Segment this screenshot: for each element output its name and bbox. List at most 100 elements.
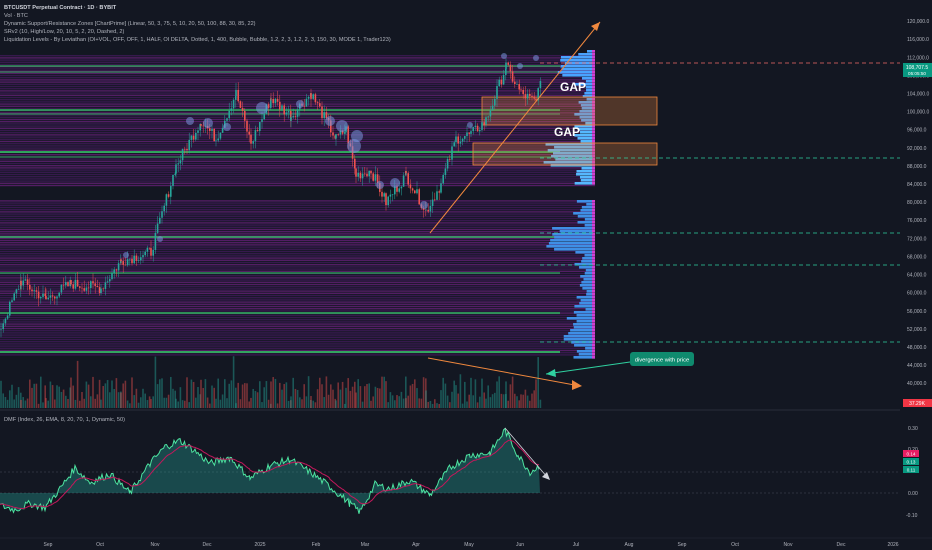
- volume-bar: [487, 385, 489, 408]
- volume-bar: [274, 378, 277, 408]
- volume-bar: [518, 400, 520, 408]
- profile-bar: [574, 344, 595, 347]
- profile-edge: [592, 251, 595, 254]
- candle-body: [398, 188, 400, 192]
- profile-bar: [584, 254, 595, 257]
- candle-body: [163, 205, 165, 212]
- profile-bar: [550, 239, 595, 242]
- candle-body: [47, 297, 49, 300]
- candle-body: [15, 289, 18, 294]
- profile-bar: [586, 203, 595, 206]
- liquidation-band: [0, 233, 595, 235]
- candle-body: [174, 173, 176, 175]
- profile-bar: [574, 113, 595, 116]
- profile-bar: [580, 299, 595, 302]
- volume-bar: [270, 403, 272, 408]
- candle-body: [6, 315, 9, 319]
- volume-bar: [539, 399, 542, 408]
- dmf-legend[interactable]: DMF (Index, 26, EMA, 8, 20, 70, 1, Dynam…: [4, 417, 125, 423]
- liquidation-band: [0, 202, 595, 204]
- candle-body: [305, 98, 308, 107]
- candle-body: [142, 255, 144, 258]
- profile-edge: [592, 131, 595, 134]
- liquidation-bubbles: [123, 53, 539, 258]
- indicator-legend-1[interactable]: Dynamic Support/Resistance Zones [ChartP…: [4, 21, 256, 27]
- volume-bar: [355, 392, 357, 408]
- volume-bar: [179, 387, 182, 408]
- volume-bar: [431, 403, 434, 408]
- candle-body: [197, 130, 199, 133]
- current-price: 108,707.5: [906, 65, 928, 71]
- profile-bar: [554, 236, 595, 239]
- candle-body: [505, 62, 507, 69]
- candle-body: [296, 109, 299, 117]
- volume-bar: [514, 393, 516, 408]
- candle-body: [20, 280, 22, 286]
- price-axis-label: 48,000.0: [907, 345, 927, 351]
- candle-body: [383, 193, 385, 197]
- candle-body: [405, 171, 407, 174]
- profile-edge: [592, 239, 595, 242]
- symbol-title[interactable]: BTCUSDT Perpetual Contract · 1D · BYBIT: [4, 5, 117, 11]
- volume-bar: [535, 379, 537, 408]
- liquidation-band: [0, 253, 595, 255]
- time-axis[interactable]: Sep Oct Nov Dec 2025 Feb Mar Apr May Jun Jul Aug Sep…: [0, 537, 932, 548]
- dmf-axis-label: -0.10: [906, 513, 918, 519]
- price-axis-label: 80,000.0: [907, 200, 927, 206]
- main-pane[interactable]: GAP GAP divergence with price: [0, 21, 900, 411]
- liquidation-band: [0, 92, 595, 94]
- profile-edge: [592, 215, 595, 218]
- note-connector-head: [546, 369, 556, 377]
- profile-edge: [592, 155, 595, 158]
- volume-bar: [184, 400, 186, 408]
- liquidation-band: [0, 77, 595, 79]
- indicator-legend-2[interactable]: SRv2 (10, High/Low, 20, 10, 5, 2, 20, Da…: [4, 29, 125, 35]
- volume-bar: [457, 393, 459, 408]
- profile-edge: [592, 50, 595, 53]
- profile-bar: [560, 56, 595, 59]
- profile-bar: [552, 233, 595, 236]
- profile-edge: [592, 107, 595, 110]
- candle-body: [539, 81, 542, 89]
- dmf-pane[interactable]: [0, 427, 900, 514]
- profile-edge: [592, 146, 595, 149]
- profile-edge: [592, 71, 595, 74]
- candle-body: [263, 113, 265, 120]
- volume-badge: [903, 399, 932, 407]
- volume-legend[interactable]: Vol · BTC: [4, 13, 28, 19]
- indicator-legend-3[interactable]: Liquidation Levels - By Leviathan (OI+VO…: [4, 37, 391, 43]
- candle-body: [449, 159, 451, 160]
- candle-body: [489, 109, 492, 117]
- volume-bar: [391, 395, 394, 408]
- candle-body: [31, 289, 33, 292]
- candle-body: [402, 175, 405, 187]
- candle-body: [355, 168, 357, 177]
- volume-bar: [483, 392, 485, 408]
- candle-body: [434, 199, 436, 201]
- liquidation-band: [0, 169, 595, 171]
- volume-bar: [425, 390, 427, 408]
- candle-body: [124, 264, 127, 266]
- volume-bar: [235, 387, 237, 408]
- profile-edge: [592, 128, 595, 131]
- profile-bar: [557, 71, 595, 74]
- candle-body: [17, 289, 20, 290]
- candle-body: [498, 79, 500, 86]
- volume-bar: [49, 381, 52, 408]
- volume-bar: [92, 376, 94, 408]
- candle-body: [42, 293, 44, 297]
- liquidation-band: [0, 352, 595, 354]
- liquidation-band: [0, 277, 595, 279]
- profile-edge: [592, 326, 595, 329]
- profile-edge: [592, 341, 595, 344]
- volume-bar: [354, 381, 356, 408]
- profile-bar: [586, 290, 595, 293]
- candle-body: [464, 136, 466, 139]
- liquidation-band: [0, 231, 595, 233]
- candle-body: [487, 116, 489, 118]
- profile-bar: [576, 314, 595, 317]
- liquidation-band: [0, 239, 595, 242]
- candle-body: [444, 168, 447, 176]
- price-axis[interactable]: 120,000.0116,000.0112,000.0108,000.0104,…: [900, 0, 932, 538]
